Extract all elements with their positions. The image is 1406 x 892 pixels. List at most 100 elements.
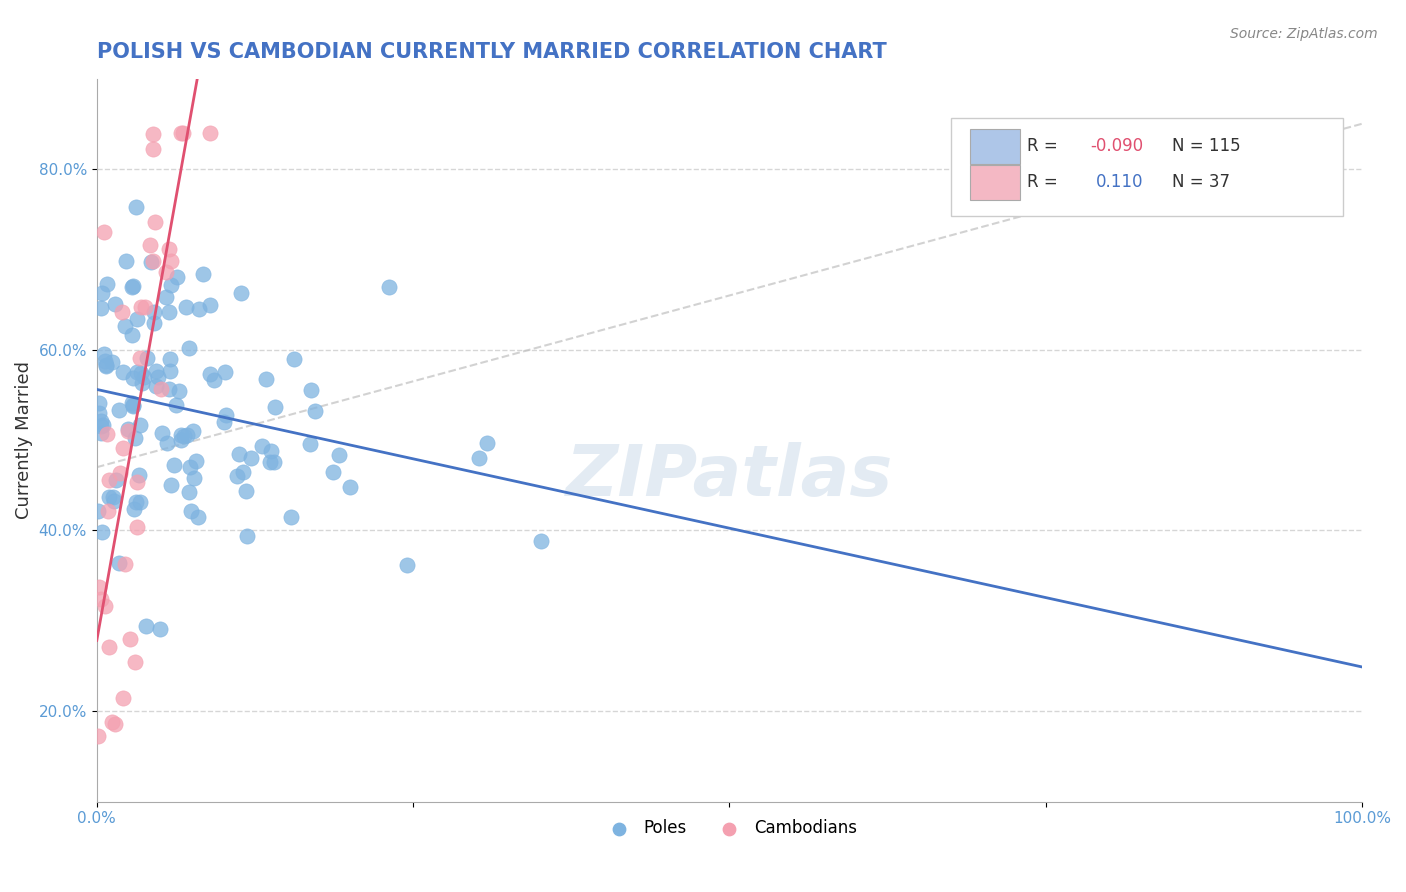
Point bbox=[150, 382, 173, 396]
Point bbox=[145, 379, 167, 393]
Point bbox=[232, 465, 254, 479]
Text: 0.110: 0.110 bbox=[1097, 173, 1144, 191]
Point bbox=[170, 428, 193, 442]
Point bbox=[252, 439, 274, 453]
Point bbox=[156, 435, 179, 450]
Text: N = 115: N = 115 bbox=[1173, 136, 1241, 155]
Point bbox=[131, 300, 153, 314]
FancyBboxPatch shape bbox=[970, 129, 1021, 164]
Point bbox=[225, 468, 247, 483]
Point bbox=[111, 441, 134, 455]
Point bbox=[142, 142, 165, 156]
Point bbox=[155, 290, 177, 304]
Point bbox=[177, 484, 200, 499]
Point bbox=[180, 504, 202, 518]
Point bbox=[186, 453, 208, 467]
Point bbox=[239, 450, 262, 465]
Point bbox=[122, 398, 145, 412]
Point bbox=[129, 351, 152, 365]
Point bbox=[200, 298, 222, 312]
Point bbox=[200, 126, 222, 140]
Point bbox=[115, 253, 138, 268]
Point bbox=[97, 473, 120, 487]
Point bbox=[264, 400, 287, 414]
Point bbox=[166, 269, 188, 284]
Point bbox=[87, 729, 110, 743]
Point bbox=[468, 451, 491, 466]
Point bbox=[159, 304, 181, 318]
Point bbox=[89, 581, 111, 595]
Point bbox=[173, 429, 195, 443]
Point bbox=[101, 355, 124, 369]
Point bbox=[135, 618, 157, 632]
Point bbox=[191, 267, 214, 281]
Point bbox=[111, 690, 134, 705]
Point bbox=[90, 418, 112, 433]
Point bbox=[121, 371, 143, 385]
Point bbox=[122, 279, 145, 293]
Point bbox=[90, 301, 112, 315]
Point bbox=[125, 475, 148, 490]
Point bbox=[475, 435, 498, 450]
Point bbox=[322, 465, 344, 479]
Point bbox=[254, 372, 277, 386]
Point bbox=[155, 265, 177, 279]
Point bbox=[111, 305, 134, 319]
Point bbox=[177, 341, 200, 355]
Point bbox=[94, 359, 117, 373]
Point bbox=[122, 502, 145, 516]
Point bbox=[328, 448, 350, 462]
Point bbox=[149, 622, 172, 636]
Point bbox=[131, 376, 153, 391]
Point bbox=[148, 370, 170, 384]
Point bbox=[187, 510, 209, 524]
Point bbox=[129, 494, 152, 508]
Point bbox=[280, 510, 302, 524]
Point bbox=[157, 242, 180, 256]
Point bbox=[104, 717, 127, 731]
FancyBboxPatch shape bbox=[970, 165, 1021, 200]
Point bbox=[93, 225, 115, 239]
Point bbox=[142, 254, 165, 268]
Point bbox=[124, 655, 146, 669]
Text: ZIPatlas: ZIPatlas bbox=[565, 442, 893, 511]
Point bbox=[125, 494, 148, 508]
Point bbox=[169, 384, 191, 398]
Point bbox=[98, 490, 121, 504]
Point bbox=[128, 417, 150, 432]
Point bbox=[214, 365, 236, 379]
Point bbox=[160, 277, 183, 292]
Point bbox=[132, 369, 155, 384]
Text: Source: ZipAtlas.com: Source: ZipAtlas.com bbox=[1230, 27, 1378, 41]
Legend: Poles, Cambodians: Poles, Cambodians bbox=[595, 813, 863, 844]
Point bbox=[228, 447, 250, 461]
Point bbox=[93, 347, 115, 361]
Point bbox=[104, 473, 127, 487]
Y-axis label: Currently Married: Currently Married bbox=[15, 361, 32, 519]
Point bbox=[101, 714, 124, 729]
Point bbox=[304, 404, 326, 418]
Point bbox=[263, 455, 285, 469]
Point bbox=[97, 640, 120, 654]
Point bbox=[94, 354, 117, 368]
Point bbox=[90, 592, 112, 607]
Point bbox=[87, 504, 110, 518]
Point bbox=[188, 302, 211, 317]
Point bbox=[121, 280, 143, 294]
Point bbox=[108, 403, 131, 417]
Point bbox=[145, 364, 167, 378]
Point bbox=[142, 305, 165, 319]
Point bbox=[298, 437, 321, 451]
Point bbox=[165, 398, 187, 412]
Point bbox=[90, 524, 112, 539]
Point bbox=[94, 599, 117, 614]
Point bbox=[87, 822, 110, 836]
Point bbox=[183, 471, 205, 485]
Point bbox=[299, 383, 322, 397]
Point bbox=[143, 316, 166, 330]
Point bbox=[231, 285, 253, 300]
Point bbox=[114, 557, 136, 571]
Point bbox=[142, 127, 165, 141]
Point bbox=[176, 428, 198, 442]
Text: -0.090: -0.090 bbox=[1090, 136, 1143, 155]
